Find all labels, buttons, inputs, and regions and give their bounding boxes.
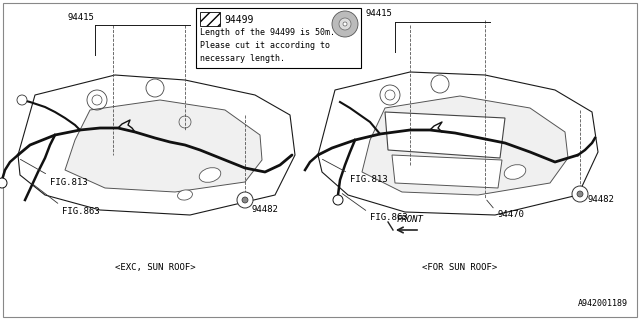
Polygon shape (385, 112, 505, 158)
Circle shape (343, 22, 347, 26)
Circle shape (333, 195, 343, 205)
Text: FIG.863: FIG.863 (62, 207, 100, 216)
Circle shape (17, 95, 27, 105)
Text: Length of the 94499 is 50m.: Length of the 94499 is 50m. (200, 28, 335, 37)
Text: FIG.813: FIG.813 (350, 175, 388, 184)
Text: 94482: 94482 (252, 205, 279, 214)
Polygon shape (196, 8, 361, 68)
Text: <FOR SUN ROOF>: <FOR SUN ROOF> (422, 263, 498, 272)
Text: 94499: 94499 (224, 15, 253, 25)
Text: 94482: 94482 (588, 195, 615, 204)
Text: necessary length.: necessary length. (200, 54, 285, 63)
Circle shape (577, 191, 583, 197)
Polygon shape (18, 75, 295, 215)
Text: Please cut it according to: Please cut it according to (200, 41, 330, 50)
Ellipse shape (504, 165, 526, 179)
Polygon shape (318, 72, 598, 215)
Ellipse shape (177, 190, 193, 200)
Text: A942001189: A942001189 (578, 299, 628, 308)
Circle shape (237, 192, 253, 208)
Circle shape (242, 197, 248, 203)
Ellipse shape (199, 168, 221, 182)
Circle shape (572, 186, 588, 202)
Text: 94415: 94415 (365, 9, 392, 18)
Text: FIG.813: FIG.813 (50, 178, 88, 187)
Circle shape (332, 11, 358, 37)
Polygon shape (362, 96, 568, 195)
Text: 94470: 94470 (497, 210, 524, 219)
Circle shape (0, 178, 7, 188)
Polygon shape (65, 100, 262, 192)
Text: <EXC, SUN ROOF>: <EXC, SUN ROOF> (115, 263, 195, 272)
Text: FIG.863: FIG.863 (370, 213, 408, 222)
Bar (200, 12, 220, 26)
Circle shape (339, 18, 351, 30)
Text: FRONT: FRONT (397, 215, 424, 224)
Polygon shape (392, 155, 502, 188)
Text: 94415: 94415 (68, 13, 95, 22)
